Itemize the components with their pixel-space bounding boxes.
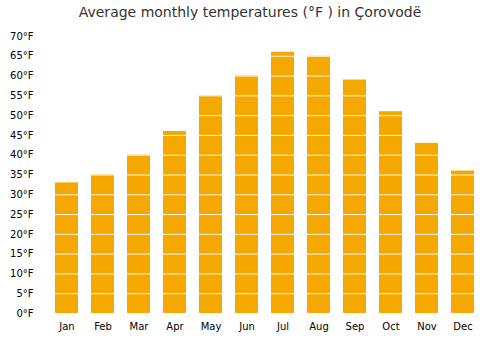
svg-text:30°F: 30°F: [10, 189, 34, 200]
svg-text:Apr: Apr: [166, 321, 184, 332]
svg-text:45°F: 45°F: [10, 130, 34, 141]
svg-text:Nov: Nov: [417, 321, 437, 332]
svg-text:20°F: 20°F: [10, 229, 34, 240]
svg-text:40°F: 40°F: [10, 149, 34, 160]
svg-text:55°F: 55°F: [10, 90, 34, 101]
svg-text:Mar: Mar: [130, 321, 150, 332]
svg-text:Aug: Aug: [309, 321, 329, 332]
svg-text:5°F: 5°F: [16, 288, 33, 299]
svg-text:Jan: Jan: [58, 321, 74, 332]
svg-text:May: May: [201, 321, 222, 332]
svg-text:35°F: 35°F: [10, 169, 34, 180]
svg-text:60°F: 60°F: [10, 70, 34, 81]
svg-text:25°F: 25°F: [10, 209, 34, 220]
svg-text:50°F: 50°F: [10, 110, 34, 121]
svg-text:70°F: 70°F: [10, 31, 34, 42]
svg-text:0°F: 0°F: [16, 308, 33, 319]
svg-text:15°F: 15°F: [10, 248, 34, 259]
svg-text:Oct: Oct: [382, 321, 399, 332]
html-text:Average monthly temperatures (: Average monthly temperatures (°F ) in Ço…: [78, 4, 422, 20]
svg-text:Jul: Jul: [276, 321, 289, 332]
svg-text:Jun: Jun: [238, 321, 255, 332]
svg-text:Sep: Sep: [346, 321, 365, 332]
svg-text:65°F: 65°F: [10, 50, 34, 61]
svg-text:Feb: Feb: [94, 321, 112, 332]
svg-text:Dec: Dec: [453, 321, 472, 332]
svg-text:10°F: 10°F: [10, 268, 34, 279]
